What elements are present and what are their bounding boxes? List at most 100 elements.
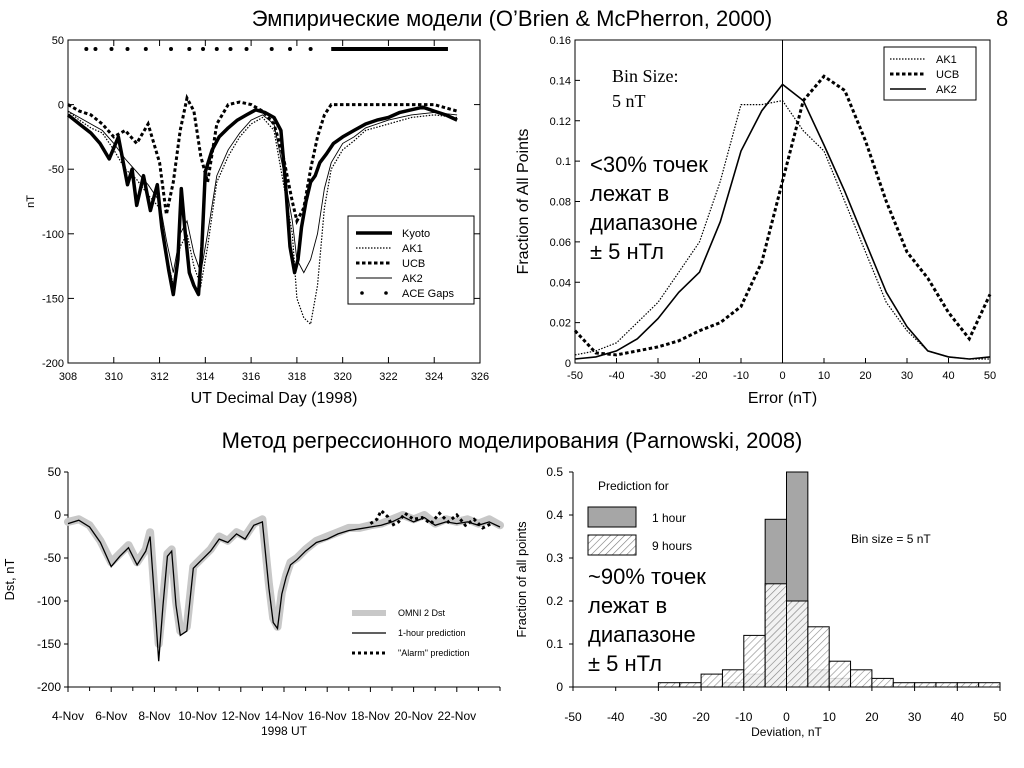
series-line-ucb: [573, 74, 992, 357]
legend-swatch-1-hour: [587, 506, 637, 528]
slide-title-top: Эмпирические модели (O’Brien & McPherron…: [251, 6, 773, 31]
x-tick-label: 322: [379, 371, 397, 383]
series-line-ak1: [574, 99, 990, 360]
x-tick-label: 0: [783, 710, 790, 724]
note-obrien: <30% точек лежат в диапазоне ± 5 нТл: [590, 150, 708, 266]
x-tick-label: 40: [942, 370, 954, 382]
bar-9-hours: [807, 626, 830, 688]
note-obrien-line: лежат в: [590, 181, 670, 206]
legend-label: ACE Gaps: [402, 288, 454, 300]
x-tick-label: 8-Nov: [138, 709, 170, 723]
y-tick-label: 0: [54, 508, 61, 522]
x-tick-label: 316: [242, 371, 260, 383]
ace-gap-marker: [143, 47, 148, 52]
legend-swatch-9-hours: [587, 534, 637, 556]
ace-gap-marker: [84, 47, 89, 52]
note-obrien-line: ± 5 нТл: [590, 239, 664, 264]
x-tick-label: 324: [425, 371, 443, 383]
series-line-1-hour-prediction: [67, 515, 501, 662]
note-parnowski-line: ± 5 нТл: [588, 651, 662, 676]
x-tick-label: 50: [993, 710, 1007, 724]
chart-obrien-histogram: -50 -40 -30 -20 -10 0 10 20 30 40 50 0 0.02 0.04 0.06 0…: [515, 35, 996, 407]
bar-9-hours: [914, 682, 937, 688]
y-axis-label: nT: [25, 195, 37, 208]
series-line-alarm-prediction: [369, 508, 493, 530]
legend-swatch-ace-gaps: [384, 291, 388, 295]
ace-gap-marker: [109, 47, 114, 52]
bar-9-hours: [978, 682, 1001, 688]
x-tick-label: 12-Nov: [221, 709, 260, 723]
y-tick-label: 0: [556, 680, 563, 694]
slide-title-bottom: Метод регрессионного моделирования (Parn…: [221, 428, 803, 453]
x-tick-label: 30: [901, 370, 913, 382]
legend-label: Kyoto: [402, 228, 430, 240]
x-tick-label: 4-Nov: [52, 709, 84, 723]
bar-9-hours: [892, 682, 916, 688]
note-parnowski-line: ~90% точек: [588, 564, 706, 589]
ace-gap-marker: [288, 47, 293, 52]
chart-obrien-timeseries: 308 310 312 314 316 318 320 322 324 326 50 0 -50 -100…: [25, 35, 489, 407]
x-tick-label: -30: [650, 710, 668, 724]
legend-label: UCB: [936, 69, 959, 81]
ace-gap-marker: [125, 47, 130, 52]
x-axis-label: Error (nT): [748, 390, 817, 407]
x-axis-label: Deviation, nT: [751, 725, 822, 739]
x-tick-label: -40: [609, 370, 625, 382]
y-tick-label: 0.1: [556, 156, 571, 168]
legend-label: 1-hour prediction: [398, 628, 466, 638]
y-tick-label: 0.02: [550, 318, 571, 330]
x-tick-label: 10: [823, 710, 837, 724]
bin-size-annotation: Bin size = 5 nT: [851, 532, 931, 546]
x-tick-label: -20: [692, 370, 708, 382]
x-tick-label: -40: [607, 710, 625, 724]
bar-9-hours: [850, 669, 873, 688]
y-axis-label: Dst, nT: [2, 558, 17, 600]
y-tick-label: 0.04: [550, 277, 571, 289]
note-parnowski-line: диапазоне: [588, 622, 696, 647]
legend-box: [347, 215, 475, 305]
y-tick-label: 0: [58, 100, 64, 112]
y-tick-label: -50: [44, 551, 62, 565]
x-tick-label: 314: [196, 371, 214, 383]
x-tick-label: 310: [105, 371, 123, 383]
y-tick-label: 50: [48, 465, 62, 479]
bin-size-annotation: 5 nT: [612, 91, 646, 111]
legend-label: "Alarm" prediction: [398, 648, 469, 658]
legend-label: AK1: [936, 54, 957, 66]
note-parnowski-line: лежат в: [588, 593, 668, 618]
ace-gap-marker: [308, 47, 313, 52]
y-tick-label: -200: [37, 680, 61, 694]
x-tick-label: 10: [818, 370, 830, 382]
x-tick-label: 318: [288, 371, 306, 383]
ace-gap-marker: [201, 47, 206, 52]
x-tick-label: 6-Nov: [95, 709, 127, 723]
y-tick-label: -100: [42, 229, 64, 241]
x-tick-label: 20-Nov: [394, 709, 433, 723]
y-tick-label: -150: [42, 293, 64, 305]
x-tick-label: 40: [951, 710, 965, 724]
series-line-ucb: [67, 93, 458, 226]
x-tick-label: -30: [650, 370, 666, 382]
note-obrien-line: диапазоне: [590, 210, 698, 235]
legend-label: UCB: [402, 258, 425, 270]
x-tick-label: 312: [150, 371, 168, 383]
legend-label: AK2: [936, 84, 957, 96]
y-tick-label: 0.4: [546, 508, 563, 522]
y-tick-label: 0.5: [546, 465, 563, 479]
x-axis-label: UT Decimal Day (1998): [191, 390, 358, 407]
series-line-ak2: [574, 83, 991, 360]
y-tick-label: 0: [565, 358, 571, 370]
x-tick-label: -50: [567, 370, 583, 382]
bar-9-hours: [828, 660, 852, 688]
ace-gap-marker: [93, 47, 98, 52]
chart-parnowski-histogram: 0 0.1 0.2 0.3 0.4 0.5 -50 -40 -30 -20 -10 0 10 20 30 40…: [514, 465, 1007, 739]
bar-9-hours: [721, 669, 745, 688]
ace-gap-marker: [244, 47, 249, 52]
series-line-kyoto: [66, 105, 458, 297]
plot-frame: [67, 39, 481, 364]
y-tick-label: 0.2: [546, 594, 563, 608]
legend-swatch-ace-gaps: [360, 291, 364, 295]
ace-gap-marker: [169, 47, 173, 52]
y-tick-label: -150: [37, 637, 61, 651]
series-line-ak2: [67, 110, 458, 275]
